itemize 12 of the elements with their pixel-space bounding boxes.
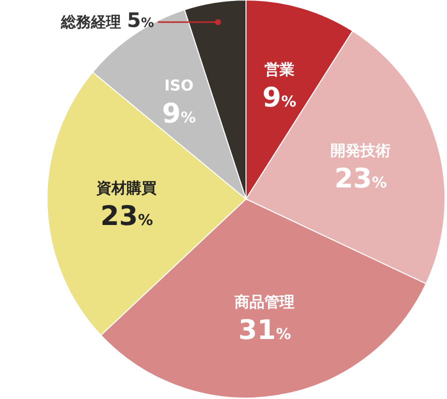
slice-label: ISO	[164, 76, 194, 94]
slice-label: 開発技術	[330, 142, 391, 160]
data-label: 9%	[262, 82, 296, 114]
slice-label: 資材購買	[96, 178, 157, 197]
data-label: 9%	[162, 98, 196, 130]
slice-label: 営業	[264, 60, 294, 78]
data-label: 5%	[127, 8, 154, 32]
slice-label: 商品管理	[234, 292, 295, 311]
data-label: 23%	[100, 200, 153, 232]
data-label: 23%	[334, 164, 387, 195]
slice-label: 総務経理	[61, 13, 122, 32]
data-label: 31%	[238, 314, 291, 346]
